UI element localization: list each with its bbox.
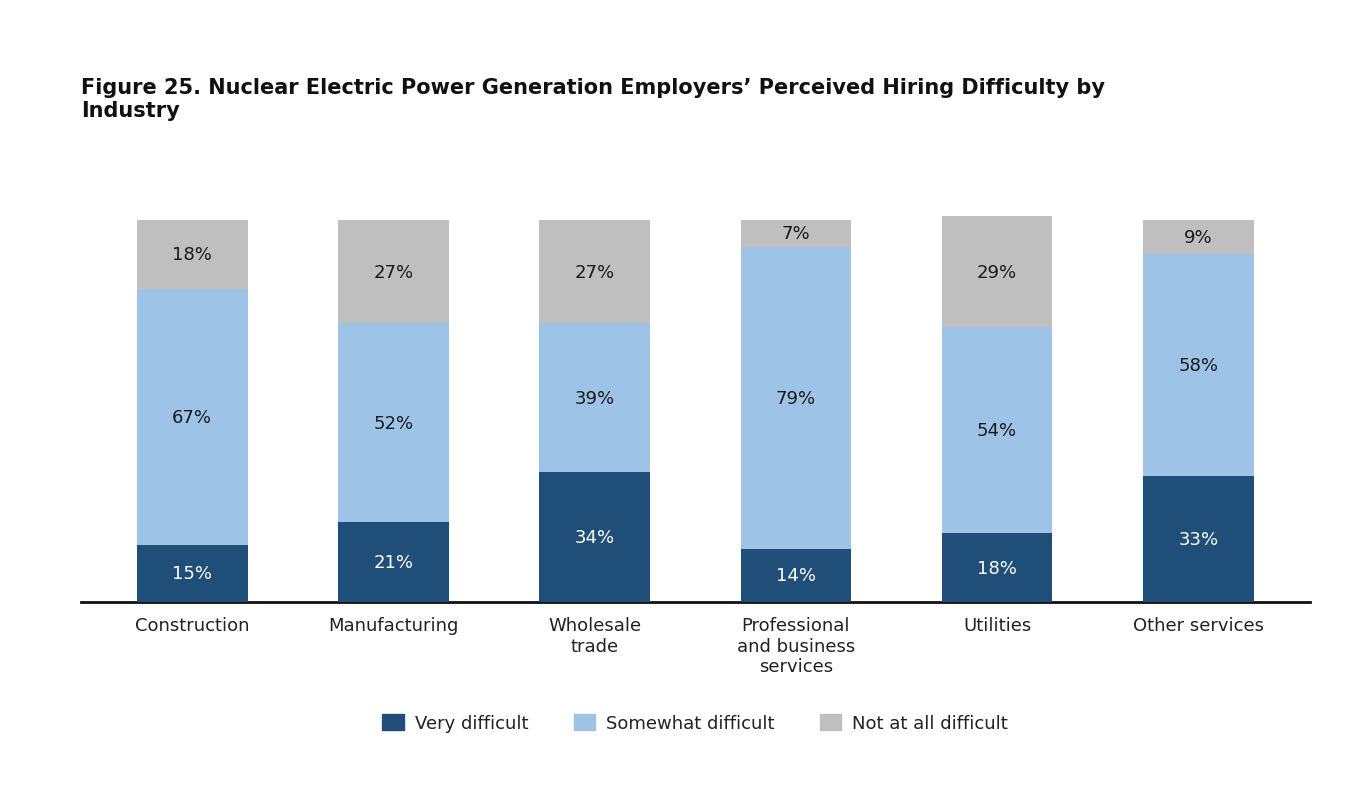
Bar: [942, 217, 1053, 328]
Bar: [338, 522, 448, 602]
Bar: [338, 324, 448, 522]
Text: 33%: 33%: [1179, 530, 1219, 548]
Text: 67%: 67%: [173, 408, 212, 426]
Text: 15%: 15%: [173, 565, 212, 583]
Bar: [942, 533, 1053, 602]
Text: 29%: 29%: [977, 263, 1017, 281]
Bar: [136, 290, 247, 545]
Bar: [741, 247, 852, 549]
Bar: [539, 221, 649, 324]
Bar: [136, 221, 247, 290]
Bar: [741, 221, 852, 247]
Text: Figure 25. Nuclear Electric Power Generation Employers’ Perceived Hiring Difficu: Figure 25. Nuclear Electric Power Genera…: [81, 78, 1106, 120]
Text: 27%: 27%: [374, 263, 413, 281]
Bar: [338, 221, 448, 324]
Bar: [1143, 221, 1254, 255]
Text: 9%: 9%: [1184, 229, 1212, 247]
Bar: [741, 549, 852, 602]
Text: 14%: 14%: [776, 567, 815, 585]
Text: 54%: 54%: [977, 422, 1017, 439]
Bar: [539, 472, 649, 602]
Text: 39%: 39%: [575, 389, 614, 407]
Text: 34%: 34%: [575, 528, 614, 546]
Legend: Very difficult, Somewhat difficult, Not at all difficult: Very difficult, Somewhat difficult, Not …: [375, 707, 1015, 740]
Bar: [1143, 476, 1254, 602]
Text: 21%: 21%: [374, 553, 413, 571]
Bar: [539, 324, 649, 472]
Text: 18%: 18%: [977, 559, 1017, 577]
Text: 58%: 58%: [1179, 357, 1218, 375]
Bar: [1143, 255, 1254, 476]
Bar: [136, 545, 247, 602]
Text: 79%: 79%: [776, 389, 815, 407]
Text: 18%: 18%: [173, 247, 212, 264]
Bar: [942, 328, 1053, 533]
Text: 52%: 52%: [374, 414, 413, 432]
Text: 27%: 27%: [575, 263, 614, 281]
Text: 7%: 7%: [782, 225, 810, 243]
